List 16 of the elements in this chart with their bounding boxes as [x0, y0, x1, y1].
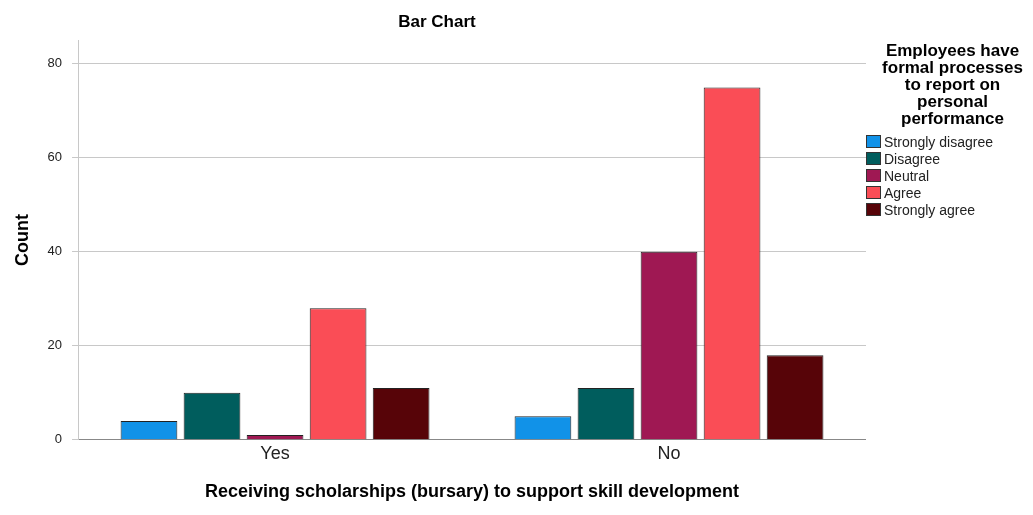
y-tick-label: 60 [47, 149, 63, 165]
x-tick-label: No [657, 442, 681, 463]
legend-label: Agree [884, 184, 922, 201]
legend-label: Neutral [884, 167, 930, 184]
x-tick-label: Yes [260, 442, 290, 463]
legend-label: Strongly disagree [884, 133, 993, 150]
y-axis-title: Count [11, 214, 32, 267]
legend-label: Disagree [884, 150, 941, 167]
y-tick-label: 20 [47, 337, 63, 353]
y-tick-label: 80 [47, 55, 63, 71]
y-tick-label: 40 [47, 243, 63, 259]
y-tick-label: 0 [54, 431, 63, 447]
x-axis-title: Receiving scholarships (bursary) to support skill development [204, 481, 740, 502]
chart-title: Bar Chart [398, 11, 477, 31]
legend-title: Employees have formal processes to report on personal performance [881, 41, 1024, 128]
legend-label: Strongly agree [884, 201, 976, 218]
